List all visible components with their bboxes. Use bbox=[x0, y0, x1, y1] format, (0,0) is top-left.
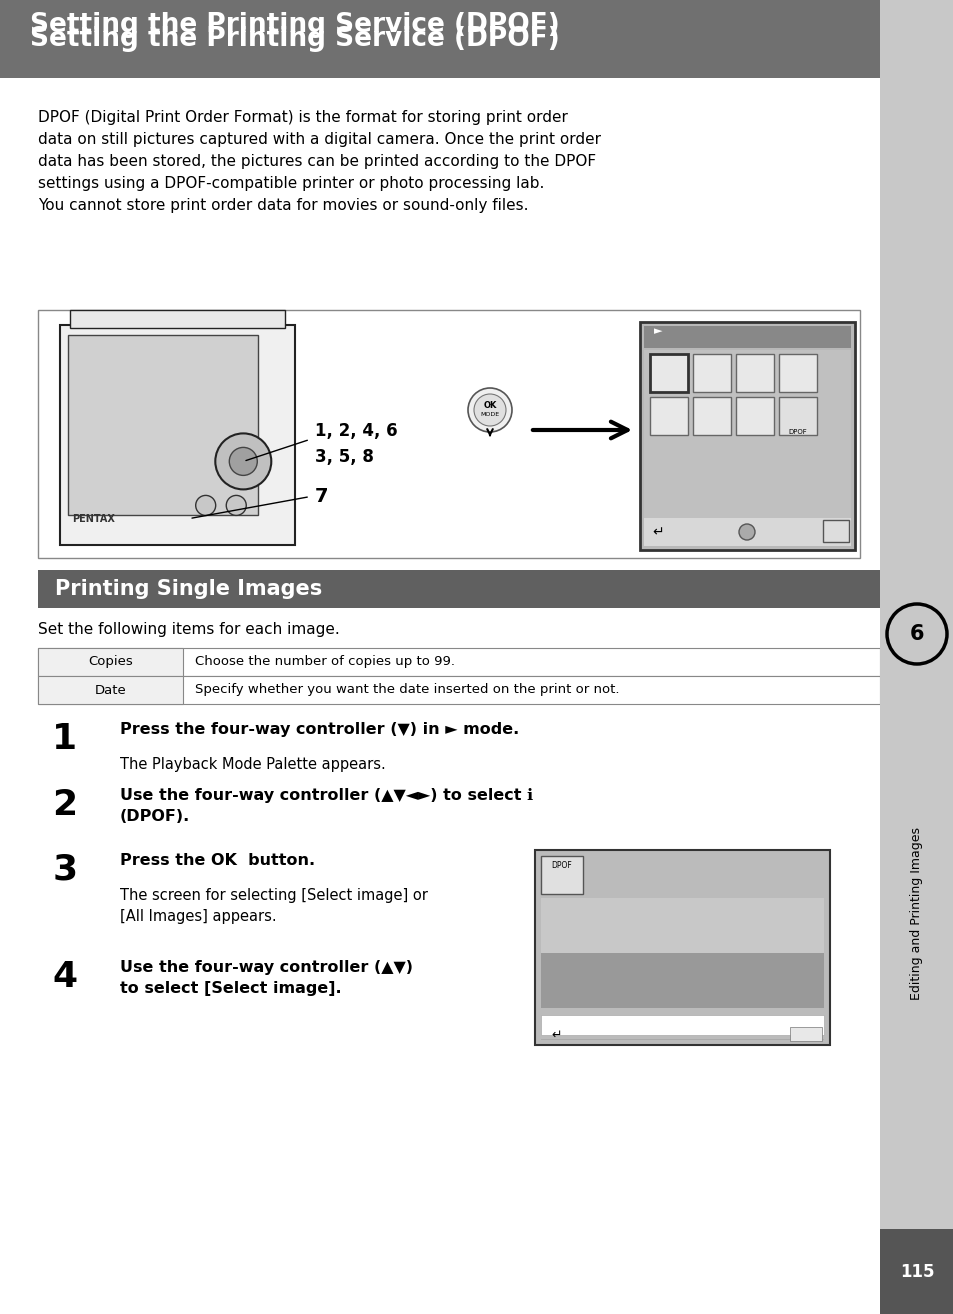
Bar bbox=[643, 518, 850, 547]
Text: The screen for selecting [Select image] or
[All Images] appears.: The screen for selecting [Select image] … bbox=[120, 888, 428, 924]
Bar bbox=[38, 675, 879, 704]
Text: ↵: ↵ bbox=[551, 1029, 561, 1042]
Bar bbox=[735, 397, 773, 435]
Bar bbox=[540, 855, 582, 894]
Circle shape bbox=[229, 447, 257, 476]
Text: Set the following items for each image.: Set the following items for each image. bbox=[38, 622, 339, 637]
Text: data has been stored, the pictures can be printed according to the DPOF: data has been stored, the pictures can b… bbox=[38, 154, 596, 170]
Text: Date: Date bbox=[94, 683, 126, 696]
Bar bbox=[38, 570, 879, 608]
Bar bbox=[692, 353, 730, 392]
Text: Press the OK  button.: Press the OK button. bbox=[120, 853, 314, 869]
Circle shape bbox=[226, 495, 246, 515]
Text: Choose the number of copies up to 99.: Choose the number of copies up to 99. bbox=[194, 656, 455, 669]
Text: MODE: MODE bbox=[480, 413, 499, 418]
Text: 6: 6 bbox=[909, 624, 923, 644]
Text: Setting the Printing Service (DPOF): Setting the Printing Service (DPOF) bbox=[30, 26, 559, 53]
Text: 115: 115 bbox=[899, 1263, 933, 1281]
Bar bbox=[540, 897, 823, 953]
Bar bbox=[643, 350, 850, 518]
Text: Use the four-way controller (▲▼)
to select [Select image].: Use the four-way controller (▲▼) to sele… bbox=[120, 961, 413, 996]
Text: You cannot store print order data for movies or sound-only files.: You cannot store print order data for mo… bbox=[38, 198, 528, 213]
Text: 1: 1 bbox=[52, 721, 77, 756]
Circle shape bbox=[195, 495, 215, 515]
Text: Press the four-way controller (▼) in ► mode.: Press the four-way controller (▼) in ► m… bbox=[120, 721, 518, 737]
Text: Use the four-way controller (▲▼◄►) to select ℹ
(DPOF).: Use the four-way controller (▲▼◄►) to se… bbox=[120, 788, 533, 824]
Circle shape bbox=[215, 434, 271, 489]
Text: 4: 4 bbox=[52, 961, 77, 993]
Text: DPOF: DPOF bbox=[788, 428, 806, 435]
Text: ►: ► bbox=[654, 326, 661, 336]
Text: Editing and Printing Images: Editing and Printing Images bbox=[909, 828, 923, 1000]
Bar bbox=[38, 675, 183, 704]
Circle shape bbox=[886, 604, 946, 664]
Text: 1, 2, 4, 6: 1, 2, 4, 6 bbox=[314, 422, 397, 440]
Text: Printing Single Images: Printing Single Images bbox=[55, 579, 322, 599]
Circle shape bbox=[474, 394, 505, 426]
Bar bbox=[692, 397, 730, 435]
Text: 3: 3 bbox=[52, 853, 77, 887]
Bar bbox=[38, 310, 859, 558]
Text: PENTAX: PENTAX bbox=[71, 514, 114, 523]
Bar bbox=[38, 648, 879, 675]
Text: The Playback Mode Palette appears.: The Playback Mode Palette appears. bbox=[120, 757, 385, 773]
Text: ↵: ↵ bbox=[652, 526, 663, 539]
Text: data on still pictures captured with a digital camera. Once the print order: data on still pictures captured with a d… bbox=[38, 131, 600, 147]
Bar bbox=[60, 325, 294, 545]
Text: 2: 2 bbox=[52, 788, 77, 823]
Circle shape bbox=[468, 388, 512, 432]
Text: OK: OK bbox=[483, 402, 497, 410]
Bar bbox=[70, 310, 285, 328]
Text: Specify whether you want the date inserted on the print or not.: Specify whether you want the date insert… bbox=[194, 683, 618, 696]
Bar bbox=[735, 353, 773, 392]
Bar bbox=[0, 0, 879, 78]
Text: Copies: Copies bbox=[88, 656, 132, 669]
Bar bbox=[649, 353, 687, 392]
Circle shape bbox=[739, 524, 754, 540]
Text: DPOF: DPOF bbox=[551, 862, 572, 870]
Bar bbox=[540, 897, 823, 1008]
Text: 3, 5, 8: 3, 5, 8 bbox=[314, 448, 374, 466]
Text: Setting the Printing Service (DPOF): Setting the Printing Service (DPOF) bbox=[30, 12, 559, 38]
Bar bbox=[779, 397, 816, 435]
Text: 7: 7 bbox=[314, 487, 328, 506]
Bar bbox=[38, 648, 183, 675]
Bar bbox=[535, 850, 829, 1045]
Bar bbox=[822, 520, 848, 541]
Bar bbox=[789, 1028, 821, 1041]
Bar bbox=[540, 1014, 823, 1035]
Bar bbox=[643, 326, 850, 348]
Text: DPOF (Digital Print Order Format) is the format for storing print order: DPOF (Digital Print Order Format) is the… bbox=[38, 110, 567, 125]
Bar bbox=[68, 335, 257, 515]
Text: settings using a DPOF-compatible printer or photo processing lab.: settings using a DPOF-compatible printer… bbox=[38, 176, 544, 191]
Bar bbox=[779, 353, 816, 392]
Bar bbox=[879, 1229, 953, 1314]
Bar bbox=[639, 322, 854, 551]
Bar bbox=[649, 397, 687, 435]
